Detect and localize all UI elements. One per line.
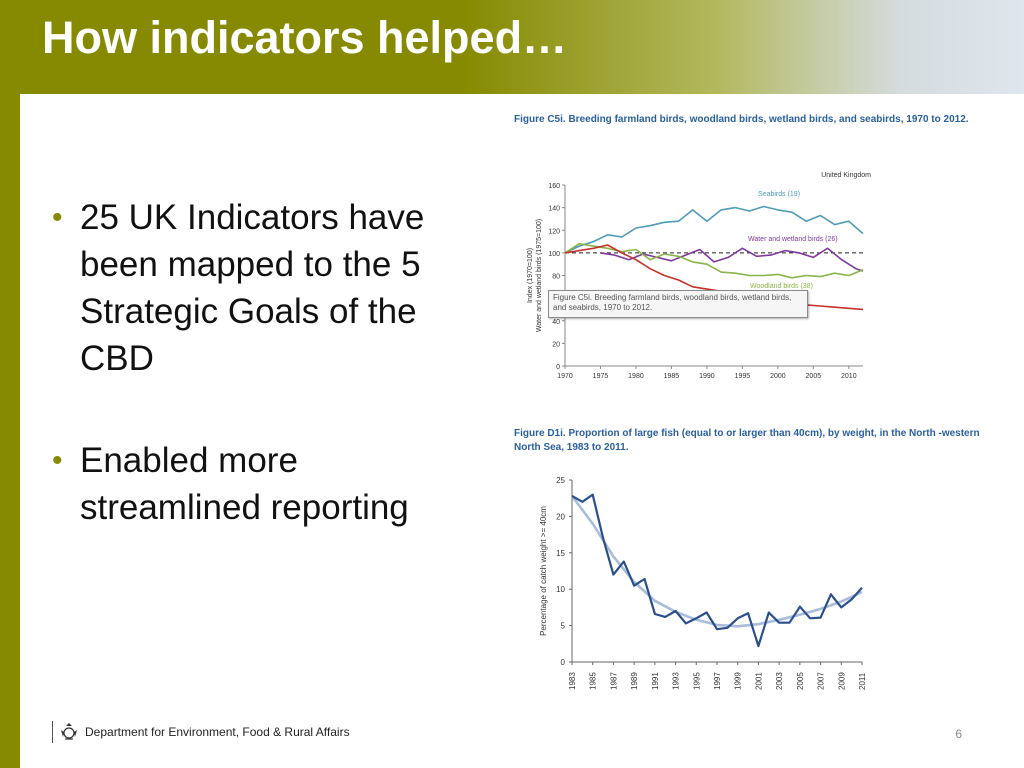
bird-indicator-chart: 0204060801001201401601970197519801985199… [527,172,871,380]
bullet-list: • 25 UK Indicators have been mapped to th… [52,194,482,531]
bullet-item: • Enabled more streamlined reporting [52,437,482,531]
x-tick-label: 1970 [557,373,573,380]
y-axis-label: Water and wetland birds (1975=100) [536,219,543,332]
footer: Department for Environment, Food & Rural… [52,720,350,744]
x-tick-label: 1997 [713,672,722,690]
trend-series-line [570,495,863,628]
y-tick-label: 25 [556,476,565,485]
y-tick-label: 160 [548,183,560,190]
x-tick-label: 2009 [837,672,846,690]
y-tick-label: 0 [561,658,566,667]
footer-divider [52,721,53,743]
figure-d1i-caption: Figure D1i. Proportion of large fish (eq… [514,428,980,453]
x-tick-label: 1980 [628,373,644,380]
x-tick-label: 1993 [672,672,681,690]
x-tick-label: 2000 [770,373,786,380]
series-line [564,243,864,279]
x-tick-label: 1991 [651,672,660,690]
x-tick-label: 2005 [796,672,805,690]
bullet-dot-icon: • [52,201,63,234]
y-axis-label: Index (1970=100) [527,248,534,303]
bullet-item: • 25 UK Indicators have been mapped to th… [52,194,482,382]
series-label: Woodland birds (38) [750,283,813,290]
x-tick-label: 2010 [841,373,857,380]
department-name: Department for Environment, Food & Rural… [85,725,350,739]
bullet-dot-icon: • [52,444,63,477]
y-tick-label: 80 [552,274,560,281]
large-fish-chart: 0 5 10 15 20 25 1983 1985 1987 1989 1991 1993 1995 19… [539,476,867,690]
x-tick-label: 2003 [775,672,784,690]
x-tick-label: 1989 [630,672,639,690]
x-tick-label: 1985 [664,373,680,380]
y-tick-label: 20 [552,341,560,348]
x-tick-label: 2001 [754,672,763,690]
left-accent-bar [0,0,20,768]
royal-crest-icon [61,723,77,740]
x-tick-label: 2007 [817,672,826,690]
series-label: Water and wetland birds (26) [748,236,838,243]
page-number: 6 [955,727,962,741]
y-tick-label: 20 [556,512,565,521]
x-tick-label: 1975 [593,373,609,380]
x-tick-label: 1995 [735,373,751,380]
series-line [600,247,864,272]
x-tick-label: 1990 [699,373,715,380]
chart-tooltip: Figure C5i. Breeding farmland birds, woo… [548,290,808,318]
x-tick-label: 1995 [692,672,701,690]
bullet-text: 25 UK Indicators have been mapped to the… [80,198,425,378]
series-line [564,205,864,254]
y-tick-label: 15 [556,549,565,558]
y-tick-label: 5 [561,622,566,631]
bullet-text: Enabled more streamlined reporting [80,441,409,527]
x-tick-label: 1999 [734,672,743,690]
observed-series-line [571,493,863,648]
y-tick-label: 40 [552,319,560,326]
y-tick-label: 10 [556,585,565,594]
y-tick-label: 0 [556,364,560,371]
series-label: Seabirds (19) [758,191,800,198]
y-axis-label: Percentage of catch weight >= 40cm [539,506,548,636]
slide-title: How indicators helped… [42,12,568,63]
x-tick-label: 2011 [858,672,867,690]
x-tick-label: 1983 [568,672,577,690]
x-tick-label: 1985 [589,672,598,690]
x-tick-label: 1987 [609,672,618,690]
y-tick-label: 120 [548,228,560,235]
y-tick-label: 100 [548,251,560,258]
y-tick-label: 140 [548,206,560,213]
x-tick-label: 2005 [806,373,822,380]
region-label: United Kingdom [821,172,871,179]
figure-c5i-caption: Figure C5i. Breeding farmland birds, woo… [514,114,969,125]
title-bar [0,0,1024,94]
